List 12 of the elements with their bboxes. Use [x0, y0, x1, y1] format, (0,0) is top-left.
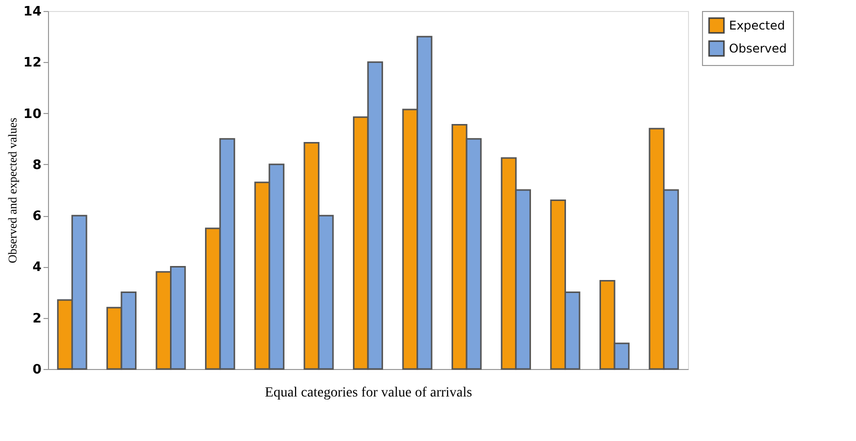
y-tick-label: 8 — [32, 158, 42, 173]
y-axis-title: Observed and expected values — [5, 117, 20, 264]
y-tick-label: 12 — [23, 56, 42, 71]
y-tick-label: 4 — [32, 260, 42, 276]
legend-label: Expected — [729, 18, 785, 32]
y-tick-label: 6 — [32, 209, 42, 224]
y-tick-label: 2 — [32, 311, 42, 326]
x-axis-title: Equal categories for value of arrivals — [264, 386, 472, 400]
legend-label: Observed — [729, 42, 787, 56]
y-tick-label: 0 — [32, 362, 42, 378]
y-tick-label: 14 — [23, 4, 42, 20]
y-tick-label: 10 — [23, 106, 42, 122]
